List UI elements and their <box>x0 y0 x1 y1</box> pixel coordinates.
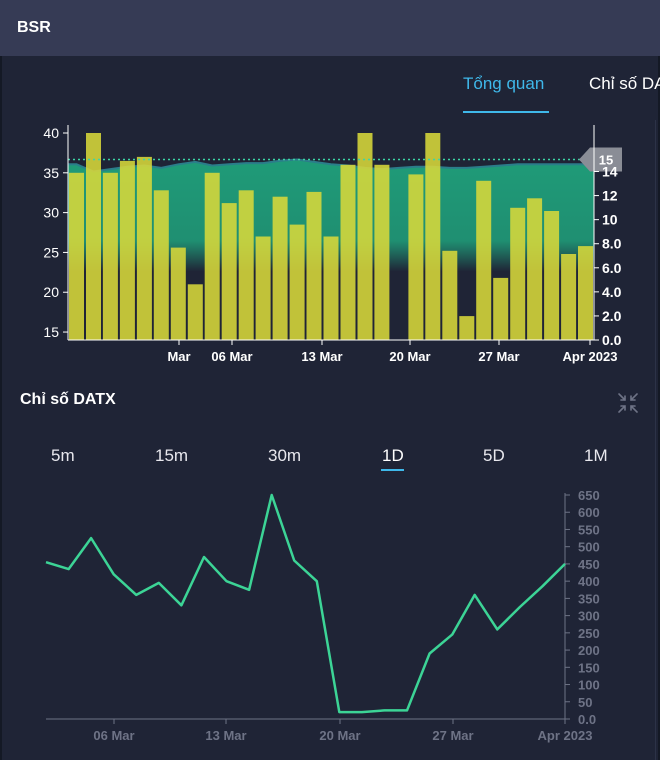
volume-bar <box>170 247 186 340</box>
volume-bar <box>238 190 254 340</box>
y-tick-label: 250 <box>578 626 600 641</box>
x-tick-label: 20 Mar <box>319 728 360 743</box>
volume-bar <box>476 180 492 340</box>
period-30m[interactable]: 30m <box>268 446 302 465</box>
tab-datx-index[interactable]: Chỉ số DATX <box>589 74 660 93</box>
y-tick-label: 300 <box>578 609 600 624</box>
volume-bar <box>221 203 237 340</box>
x-tick-label: 13 Mar <box>301 349 342 364</box>
volume-bar <box>561 254 577 340</box>
volume-bar <box>578 246 593 340</box>
x-tick-label: 27 Mar <box>478 349 519 364</box>
stock-symbol-title: BSR <box>17 19 51 36</box>
period-5d[interactable]: 5D <box>483 446 505 465</box>
volume-bar <box>272 196 288 340</box>
y-tick-label: 50 <box>578 695 592 710</box>
volume-bar <box>544 211 560 340</box>
y-tick-label: 600 <box>578 505 600 520</box>
x-tick-label: 06 Mar <box>93 728 134 743</box>
y-tick-label: 650 <box>578 488 600 503</box>
x-tick-label: 20 Mar <box>389 349 430 364</box>
volume-bar <box>69 172 84 340</box>
left-tick-label: 40 <box>43 125 59 141</box>
x-tick-label: Apr 2023 <box>538 728 593 743</box>
y-tick-label: 500 <box>578 540 600 555</box>
active-tab-indicator <box>463 111 549 113</box>
volume-bar <box>323 236 339 340</box>
volume-bar <box>459 316 475 340</box>
volume-bar <box>119 160 135 340</box>
left-tick-label: 25 <box>43 244 59 260</box>
volume-bar <box>255 236 271 340</box>
volume-bar <box>306 191 322 340</box>
volume-bar <box>408 174 424 340</box>
volume-bar <box>289 224 305 340</box>
tab-bar: Tổng quan Chỉ số DATX <box>0 74 660 114</box>
volume-bar <box>86 133 101 340</box>
volume-bar <box>204 172 220 340</box>
period-1m[interactable]: 1M <box>584 446 608 465</box>
last-price-label: 15 <box>599 152 613 167</box>
datx-line-chart: 0.0 50 100 150 200 250 300 350 400 450 500 550 600 65… <box>45 488 600 743</box>
right-tick-label: 4.0 <box>602 284 622 300</box>
tab-overview[interactable]: Tổng quan <box>463 74 545 93</box>
period-1d[interactable]: 1D <box>382 446 404 465</box>
y-tick-label: 200 <box>578 643 600 658</box>
volume-bar <box>493 277 509 340</box>
y-tick-label: 350 <box>578 591 600 606</box>
volume-bar <box>187 284 203 340</box>
volume-bar <box>374 164 390 340</box>
volume-bar <box>340 164 356 340</box>
right-tick-label: 12 <box>602 188 618 204</box>
volume-bar <box>136 156 152 340</box>
volume-bar <box>442 250 458 340</box>
right-tick-label: 14 <box>602 164 618 180</box>
x-tick-label: 06 Mar <box>211 349 252 364</box>
volume-bar <box>510 207 526 340</box>
x-tick-label: Mar <box>167 349 190 364</box>
x-tick-label: 27 Mar <box>432 728 473 743</box>
right-tick-label: 0.0 <box>602 332 622 348</box>
active-period-indicator <box>381 469 404 471</box>
volume-bar <box>102 172 118 340</box>
collapse-arrows-icon[interactable] <box>617 392 639 414</box>
volume-bar <box>527 198 543 340</box>
volume-bar <box>425 133 441 340</box>
right-tick-label: 10 <box>602 212 618 228</box>
right-tick-label: 2.0 <box>602 308 622 324</box>
last-price-tag <box>579 147 622 172</box>
y-tick-label: 400 <box>578 574 600 589</box>
y-tick-label: 100 <box>578 678 600 693</box>
right-tick-label: 8.0 <box>602 236 622 252</box>
y-tick-label: 450 <box>578 557 600 572</box>
section-title: Chỉ số DATX <box>20 391 116 408</box>
right-tick-label: 6.0 <box>602 260 622 276</box>
y-tick-label: 0.0 <box>578 712 596 727</box>
left-tick-label: 20 <box>43 284 59 300</box>
left-tick-label: 30 <box>43 205 59 221</box>
x-tick-label: 13 Mar <box>205 728 246 743</box>
period-5m[interactable]: 5m <box>51 446 75 465</box>
volume-bar <box>153 190 169 340</box>
price-volume-chart: 15 15 20 25 30 35 40 0.0 2.0 4.0 6.0 8.0 10 12 14 Mar 06… <box>43 125 622 364</box>
datx-series-line <box>45 493 566 714</box>
left-tick-label: 15 <box>43 324 59 340</box>
period-selector: 5m 15m 30m 1D 5D 1M <box>0 446 660 476</box>
panel-divider <box>655 120 656 760</box>
y-tick-label: 150 <box>578 660 600 675</box>
volume-bar <box>357 133 373 340</box>
y-tick-label: 550 <box>578 522 600 537</box>
app-header: BSR <box>0 0 660 56</box>
period-15m[interactable]: 15m <box>155 446 189 465</box>
x-tick-label: Apr 2023 <box>563 349 618 364</box>
left-tick-label: 35 <box>43 165 59 181</box>
